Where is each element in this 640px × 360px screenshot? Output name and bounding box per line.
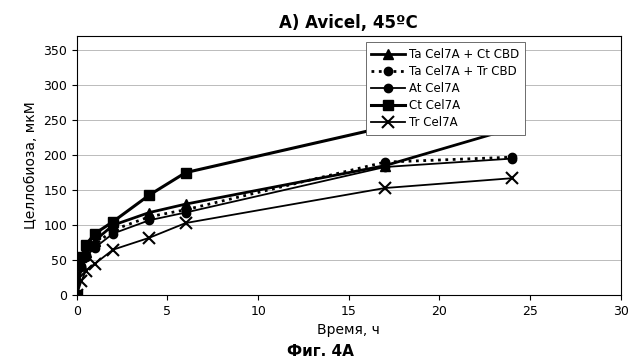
Ta Cel7A + Ct CBD [381,163,389,168]
Ta Cel7A + Tr CBD [508,155,516,159]
X-axis label: Время, ч: Время, ч [317,324,380,337]
At Cel7A [73,293,81,297]
Ta Cel7A + Tr CBD [381,160,389,164]
Legend: Ta Cel7A + Ct CBD, Ta Cel7A + Tr CBD, At Cel7A, Ct Cel7A, Tr Cel7A: Ta Cel7A + Ct CBD, Ta Cel7A + Tr CBD, At… [365,42,525,135]
Ta Cel7A + Tr CBD [145,215,153,219]
At Cel7A [77,265,85,269]
Line: Ta Cel7A + Tr CBD: Ta Cel7A + Tr CBD [72,153,516,300]
Ct Cel7A [182,170,189,175]
Ta Cel7A + Ct CBD [109,223,117,227]
Ta Cel7A + Ct CBD [508,126,516,131]
Tr Cel7A [182,221,189,225]
Tr Cel7A [91,261,99,266]
Ta Cel7A + Ct CBD [182,202,189,206]
At Cel7A [145,218,153,222]
Ta Cel7A + Tr CBD [77,264,85,268]
Ct Cel7A [73,293,81,297]
Ct Cel7A [82,243,90,247]
Tr Cel7A [73,293,81,297]
Ta Cel7A + Ct CBD [73,293,81,297]
Ct Cel7A [109,220,117,224]
Line: At Cel7A: At Cel7A [72,154,516,300]
Text: Фиг. 4A: Фиг. 4A [287,345,353,359]
At Cel7A [182,210,189,215]
Ta Cel7A + Tr CBD [182,208,189,212]
At Cel7A [508,157,516,161]
Ta Cel7A + Ct CBD [145,210,153,215]
Ct Cel7A [91,231,99,236]
Ta Cel7A + Tr CBD [73,293,81,297]
Tr Cel7A [381,186,389,190]
Ct Cel7A [145,193,153,197]
At Cel7A [91,246,99,250]
Y-axis label: Целлобиоза, мкМ: Целлобиоза, мкМ [24,102,38,229]
Line: Ta Cel7A + Ct CBD: Ta Cel7A + Ct CBD [72,123,517,300]
Tr Cel7A [82,269,90,273]
Ta Cel7A + Tr CBD [91,243,99,247]
Ct Cel7A [77,255,85,259]
Ta Cel7A + Ct CBD [77,261,85,266]
Ta Cel7A + Ct CBD [91,238,99,243]
Ta Cel7A + Tr CBD [109,228,117,232]
Tr Cel7A [145,235,153,240]
Ta Cel7A + Ct CBD [82,249,90,254]
Ta Cel7A + Tr CBD [82,252,90,257]
At Cel7A [109,231,117,236]
Tr Cel7A [109,248,117,252]
At Cel7A [381,165,389,169]
Line: Ct Cel7A: Ct Cel7A [72,72,517,300]
Ct Cel7A [381,125,389,129]
At Cel7A [82,255,90,259]
Ct Cel7A [508,75,516,79]
Line: Tr Cel7A: Tr Cel7A [71,173,518,301]
Tr Cel7A [77,279,85,283]
Tr Cel7A [508,176,516,180]
Title: A) Avicel, 45ºC: A) Avicel, 45ºC [280,14,418,32]
